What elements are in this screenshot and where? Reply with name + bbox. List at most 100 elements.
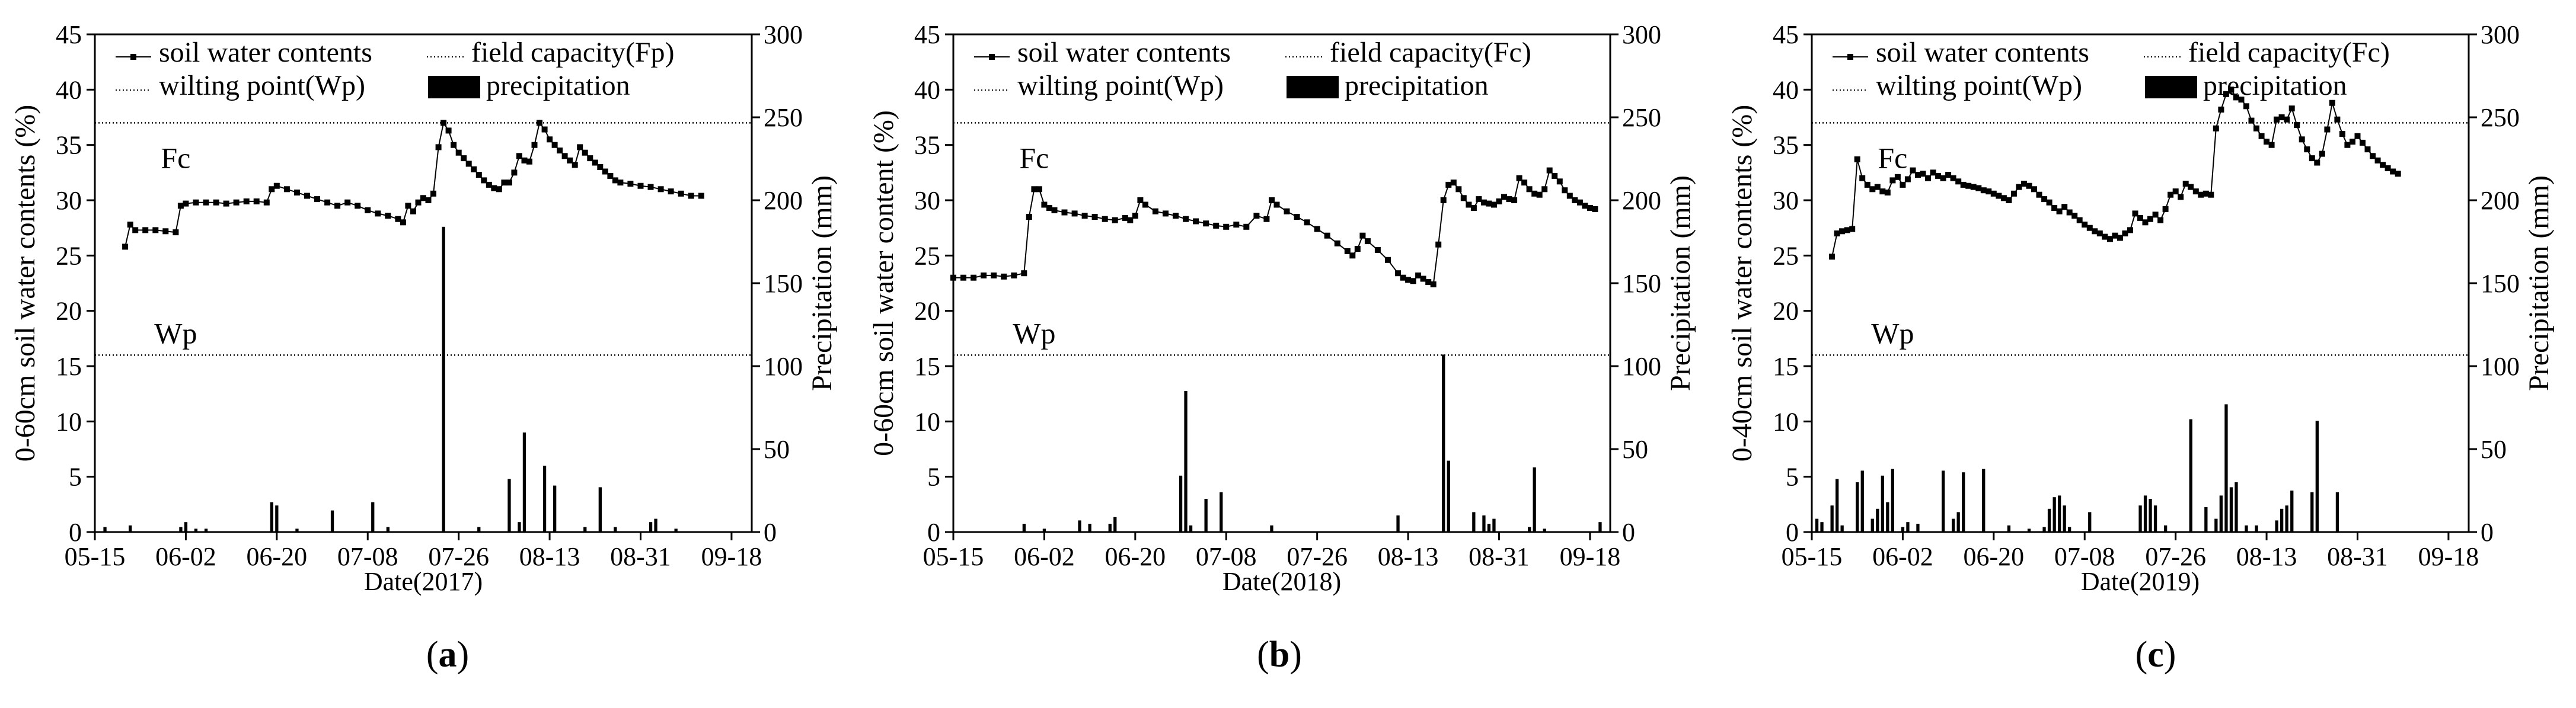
- soil-water-point: [960, 274, 966, 281]
- soil-water-point: [435, 144, 442, 150]
- wp-label: Wp: [1013, 316, 1055, 350]
- x-tick-label: 05-15: [65, 542, 126, 571]
- soil-water-point: [223, 200, 229, 207]
- precipitation-bar: [1184, 391, 1188, 532]
- y-tick-label: 25: [1773, 241, 1799, 270]
- x-tick-label: 09-18: [701, 542, 762, 571]
- caption-b: (b): [1257, 635, 1302, 675]
- y-tick-label: 15: [56, 352, 82, 381]
- soil-water-point: [293, 189, 300, 196]
- y-tick-label: 0: [927, 518, 940, 547]
- y-tick-label: 25: [914, 241, 940, 270]
- legend-swc-marker: [1847, 54, 1853, 60]
- soil-water-point: [430, 190, 436, 197]
- soil-water-point: [567, 157, 573, 164]
- soil-water-point: [1324, 232, 1330, 239]
- precipitation-bar: [1533, 467, 1536, 532]
- soil-water-point: [375, 210, 381, 217]
- soil-water-point: [2385, 165, 2391, 171]
- soil-water-point: [612, 177, 618, 184]
- precipitation-bar: [2063, 505, 2066, 532]
- soil-water-point: [1940, 175, 1946, 181]
- soil-water-point: [2127, 227, 2133, 233]
- soil-water-point: [657, 186, 664, 193]
- soil-water-point: [1476, 196, 1482, 203]
- x-tick-label: 06-20: [1964, 542, 2025, 571]
- chart-svg-c: Fc Wp 0 5 10 15 20 25 30 35 40 45 0 50 100 150 200 250 300…: [1726, 20, 2555, 596]
- soil-water-point: [2253, 125, 2259, 132]
- soil-water-point: [2324, 126, 2331, 133]
- precipitation-bar: [1204, 499, 1208, 532]
- x-tick-label: 07-08: [2054, 542, 2115, 571]
- soil-water-point: [2223, 91, 2229, 97]
- precipitation-bar: [2138, 505, 2142, 532]
- soil-water-point: [1091, 214, 1098, 220]
- soil-water-point: [1541, 186, 1548, 193]
- soil-water-point: [2360, 139, 2366, 146]
- precipitation-bar: [1860, 470, 1864, 532]
- soil-water-point: [1980, 187, 1987, 194]
- soil-water-point: [537, 120, 542, 126]
- precipitation-bar: [1492, 518, 1496, 532]
- precipitation-bar: [2047, 508, 2051, 532]
- legend-precip-label: precipitation: [2203, 70, 2347, 101]
- y-tick-label: 45: [1773, 20, 1799, 49]
- legend-fc-label: field capacity(Fc): [1330, 37, 1531, 68]
- soil-water-point: [243, 198, 250, 204]
- soil-water-point: [597, 164, 604, 170]
- soil-water-point: [420, 195, 426, 201]
- soil-water-point: [1152, 208, 1158, 214]
- precipitation-bar: [103, 527, 107, 532]
- soil-water-point: [1466, 201, 1472, 208]
- wp-label: Wp: [1871, 316, 1914, 350]
- soil-water-point: [1132, 213, 1138, 219]
- soil-water-point: [425, 197, 432, 203]
- soil-water-point: [2152, 212, 2159, 218]
- soil-water-point: [1385, 257, 1391, 263]
- soil-water-point: [440, 120, 447, 126]
- soil-water-point: [213, 199, 219, 206]
- y2-tick-label: 0: [1622, 518, 1635, 547]
- precipitation-bar: [2290, 491, 2294, 532]
- soil-water-point: [521, 157, 528, 164]
- soil-water-point: [2178, 194, 2184, 200]
- precipitation-bar: [179, 527, 183, 532]
- y-tick-label: 40: [1773, 75, 1799, 104]
- soil-water-point: [1304, 219, 1310, 226]
- soil-water-point: [547, 136, 553, 143]
- soil-water-point: [2268, 142, 2275, 148]
- precipitation-bar: [553, 485, 557, 532]
- y2-tick-label: 300: [764, 20, 803, 49]
- soil-water-point: [2380, 162, 2386, 168]
- precipitation-bar: [1022, 524, 1026, 532]
- soil-water-point: [2319, 150, 2325, 157]
- precipitation-bar: [2229, 487, 2233, 532]
- soil-water-point: [688, 193, 694, 199]
- precipitation-bar: [477, 527, 481, 532]
- soil-water-point: [2046, 199, 2052, 206]
- precipitation-bar: [275, 505, 279, 532]
- soil-water-point: [1364, 238, 1371, 245]
- soil-water-point: [1889, 177, 1896, 184]
- soil-water-point: [2016, 184, 2022, 190]
- x-tick-label: 05-15: [1782, 542, 1843, 571]
- y-tick-label: 10: [56, 407, 82, 436]
- soil-water-point: [1526, 186, 1533, 193]
- precipitation-bar: [1487, 524, 1491, 532]
- soil-water-point: [1273, 201, 1280, 208]
- precipitation-bar: [1088, 524, 1091, 532]
- soil-water-point: [1839, 228, 1846, 235]
- y-tick-label: 25: [56, 241, 82, 270]
- x-tick-label: 09-18: [1560, 542, 1621, 571]
- soil-water-point: [2329, 100, 2335, 106]
- x-tick-label: 08-13: [519, 542, 580, 571]
- x-axis-label: Date(2017): [364, 567, 483, 596]
- x-tick-label: 06-20: [247, 542, 308, 571]
- x-tick-label: 08-31: [1469, 542, 1530, 571]
- soil-water-point: [2208, 191, 2214, 198]
- soil-water-point: [1894, 174, 1901, 180]
- y-tick-label: 35: [1773, 131, 1799, 160]
- soil-water-point: [451, 142, 457, 148]
- soil-water-point: [193, 199, 199, 206]
- x-tick-label: 06-20: [1105, 542, 1166, 571]
